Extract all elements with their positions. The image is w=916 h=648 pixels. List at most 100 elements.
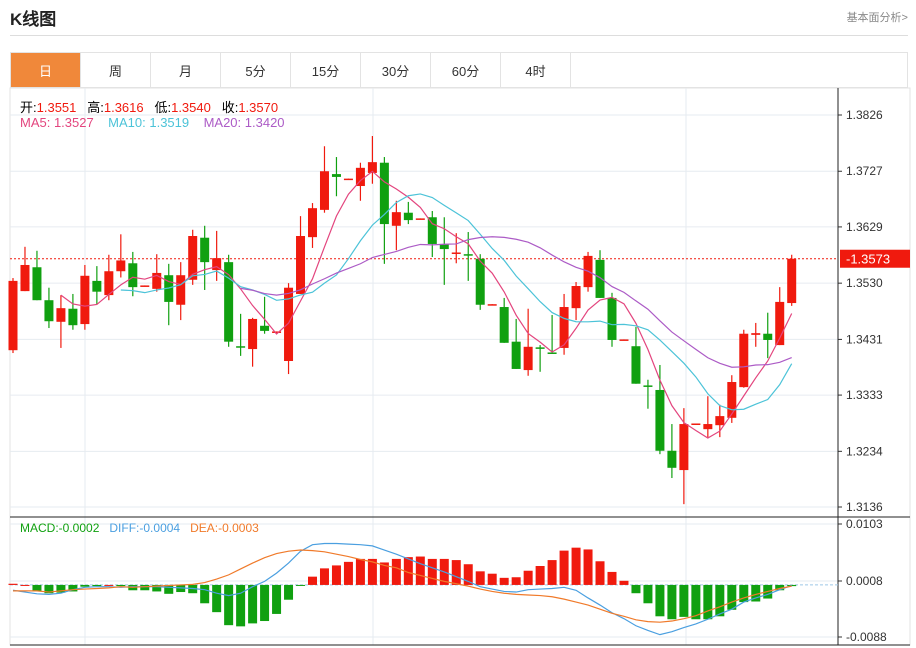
macd-bar: [547, 560, 557, 585]
candlestick: [343, 178, 353, 181]
price-tick-label: 1.3234: [846, 444, 883, 458]
candle-body: [547, 352, 557, 354]
candle-body: [236, 346, 246, 348]
macd-bar: [260, 584, 270, 622]
candlestick: [355, 162, 365, 201]
candle-body: [631, 346, 641, 384]
candlestick: [200, 225, 210, 290]
tab-day[interactable]: 日: [11, 53, 81, 87]
macd-bar: [583, 549, 593, 585]
macd-bar: [140, 584, 150, 591]
candlestick: [176, 262, 186, 321]
macd-bar: [391, 558, 401, 585]
tab-week[interactable]: 周: [81, 53, 151, 87]
macd-bar: [248, 584, 258, 624]
macd-bar: [643, 584, 653, 604]
candlestick: [284, 283, 294, 375]
candle-body: [391, 212, 401, 226]
candle-body: [487, 304, 497, 306]
candle-body: [655, 389, 665, 451]
candlestick: [272, 331, 282, 333]
macd-bar: [308, 576, 317, 585]
candlestick: [451, 233, 461, 264]
tab-60min[interactable]: 60分: [431, 53, 501, 87]
macd-bar: [559, 550, 569, 585]
candle-body: [104, 271, 114, 296]
candle-body: [80, 275, 90, 325]
candlestick: [655, 364, 665, 455]
candlestick: [379, 157, 389, 264]
candle-body: [116, 260, 126, 272]
open-label: 开:: [20, 100, 37, 115]
candle-body: [571, 286, 581, 309]
macd-bar: [523, 570, 533, 585]
price-tick-label: 1.3530: [846, 276, 883, 290]
fundamental-analysis-link[interactable]: 基本面分析>: [846, 12, 908, 24]
candlestick: [595, 250, 605, 298]
candle-body: [667, 450, 677, 468]
candlestick: [236, 313, 246, 356]
price-tick-label: 1.3431: [846, 332, 883, 346]
candle-body: [140, 285, 150, 287]
ma10-line: [120, 193, 793, 411]
candle-body: [559, 307, 569, 348]
macd-bar: [691, 584, 701, 620]
ma20-line: [240, 236, 792, 368]
macd-bar: [607, 571, 617, 585]
macd-bar: [44, 584, 54, 594]
candle-body: [523, 346, 533, 371]
candle-body: [679, 424, 689, 471]
candlestick: [631, 326, 641, 384]
candle-body: [343, 178, 353, 181]
tab-month[interactable]: 月: [151, 53, 221, 87]
candle-body: [224, 262, 234, 342]
candlestick: [140, 285, 150, 287]
candle-body: [727, 382, 737, 418]
tab-15min[interactable]: 15分: [291, 53, 361, 87]
candle-body: [92, 280, 102, 292]
candlestick: [248, 317, 258, 367]
price-tick-label: 1.3136: [846, 500, 883, 514]
candle-body: [619, 339, 629, 341]
tab-5min[interactable]: 5分: [221, 53, 291, 87]
candlestick: [80, 264, 90, 330]
candlestick: [331, 157, 341, 197]
macd-bar: [272, 584, 282, 614]
price-tick-label: 1.3826: [846, 108, 883, 122]
candle-body: [751, 333, 761, 335]
page-title: K线图: [10, 10, 57, 29]
candle-body: [763, 333, 773, 340]
macd-bar: [715, 584, 725, 617]
macd-bar: [319, 568, 329, 585]
candle-body: [367, 162, 377, 173]
candlestick: [619, 339, 629, 341]
ma-info: MA5: 1.3527 MA10: 1.3519 MA20: 1.3420: [20, 115, 285, 130]
candlestick: [523, 308, 533, 376]
current-price-badge: [840, 249, 910, 268]
candlestick: [20, 246, 30, 292]
candlestick: [296, 216, 306, 294]
candle-body: [739, 333, 749, 388]
candlestick: [224, 254, 234, 347]
candle-body: [212, 258, 222, 271]
dea-line: [13, 549, 792, 623]
candlestick: [367, 136, 377, 184]
macd-bar: [571, 547, 581, 585]
candle-body: [68, 308, 78, 326]
candle-body: [152, 272, 162, 289]
candlestick: [475, 254, 485, 310]
tab-4hour[interactable]: 4时: [501, 53, 571, 87]
candle-body: [355, 167, 365, 187]
ma5-value: MA5: 1.3527: [20, 115, 94, 130]
candle-body: [188, 236, 198, 280]
candlestick: [571, 282, 581, 321]
macd-bar: [511, 577, 521, 585]
macd-bar: [499, 577, 509, 585]
macd-bar: [331, 565, 341, 585]
open-value: 1.3551: [36, 100, 77, 115]
candlestick: [787, 254, 797, 306]
tab-30min[interactable]: 30分: [361, 53, 431, 87]
macd-bar: [92, 584, 102, 587]
macd-bar: [775, 584, 785, 591]
